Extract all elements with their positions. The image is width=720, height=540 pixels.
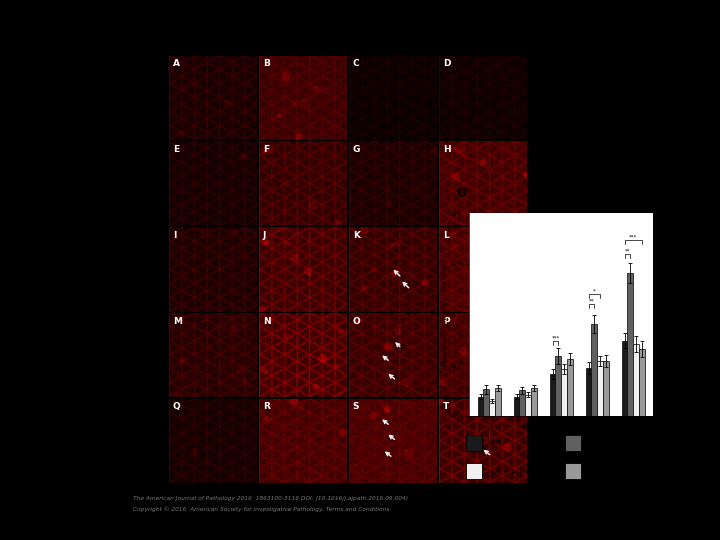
- Text: K: K: [353, 231, 360, 240]
- Text: Q: Q: [173, 402, 181, 411]
- Text: OIR: OIR: [387, 40, 401, 50]
- Bar: [556, 356, 562, 416]
- Text: *: *: [593, 289, 595, 294]
- Text: P210: P210: [143, 436, 163, 445]
- Text: L: L: [443, 231, 449, 240]
- Text: OIR: OIR: [587, 441, 598, 446]
- Text: ***: ***: [552, 335, 559, 340]
- Bar: [484, 389, 490, 416]
- Bar: [531, 388, 537, 416]
- Bar: [550, 374, 556, 416]
- Bar: [622, 341, 628, 416]
- Bar: [467, 463, 482, 479]
- Text: I: I: [173, 231, 176, 240]
- Text: E: E: [173, 145, 179, 154]
- Text: M: M: [173, 316, 181, 326]
- Bar: [565, 435, 581, 451]
- Bar: [467, 435, 482, 451]
- Text: O: O: [353, 316, 361, 326]
- Bar: [520, 390, 526, 416]
- X-axis label: Postnatal days: Postnatal days: [533, 432, 590, 441]
- Bar: [598, 361, 603, 416]
- Text: **: **: [625, 248, 630, 253]
- Text: P150: P150: [143, 350, 163, 359]
- Text: J: J: [263, 231, 266, 240]
- Bar: [562, 369, 567, 416]
- Text: P60: P60: [148, 264, 163, 273]
- Bar: [478, 396, 484, 416]
- Bar: [526, 395, 531, 416]
- Bar: [514, 396, 520, 416]
- Text: OIR + IL-1ra: OIR + IL-1ra: [587, 469, 625, 474]
- Text: NOR + IL-1ra: NOR + IL-1ra: [488, 469, 529, 474]
- Text: B: B: [263, 59, 269, 68]
- Text: P14: P14: [148, 178, 163, 187]
- Text: Copyright © 2016  American Society for Investigative Pathology. Terms and Condit: Copyright © 2016 American Society for In…: [133, 507, 392, 512]
- Text: F: F: [263, 145, 269, 154]
- Text: OIR + IL-1ra: OIR + IL-1ra: [461, 40, 508, 50]
- Text: P3: P3: [153, 92, 163, 102]
- Text: R: R: [263, 402, 269, 411]
- Bar: [639, 349, 645, 416]
- Bar: [586, 368, 592, 416]
- Bar: [490, 401, 495, 416]
- Text: D: D: [443, 59, 450, 68]
- Text: **: **: [589, 299, 594, 304]
- Text: P: P: [443, 316, 449, 326]
- Text: NOR: NOR: [206, 40, 222, 50]
- Bar: [495, 388, 501, 416]
- Text: S: S: [353, 402, 359, 411]
- Text: A: A: [173, 59, 180, 68]
- Text: NOR: NOR: [488, 441, 502, 446]
- Text: Figure 5: Figure 5: [332, 17, 388, 31]
- Text: U: U: [456, 187, 467, 200]
- Text: The American Journal of Pathology 2016  1863100-3116 DOI: (10.1016/j.ajpath.2016: The American Journal of Pathology 2016 1…: [133, 496, 408, 501]
- Text: ***: ***: [629, 234, 637, 239]
- Text: C: C: [353, 59, 359, 68]
- Text: G: G: [353, 145, 360, 154]
- Bar: [592, 323, 598, 416]
- Bar: [634, 344, 639, 416]
- Bar: [603, 361, 609, 416]
- Text: NOR + IR-1ra: NOR + IR-1ra: [279, 40, 330, 50]
- Bar: [567, 359, 573, 416]
- Bar: [565, 463, 581, 479]
- Text: H: H: [443, 145, 450, 154]
- Text: N: N: [263, 316, 270, 326]
- Text: T: T: [443, 402, 449, 411]
- Bar: [628, 273, 634, 416]
- Y-axis label: Proportion of abnormal RPE cells: Proportion of abnormal RPE cells: [443, 264, 448, 366]
